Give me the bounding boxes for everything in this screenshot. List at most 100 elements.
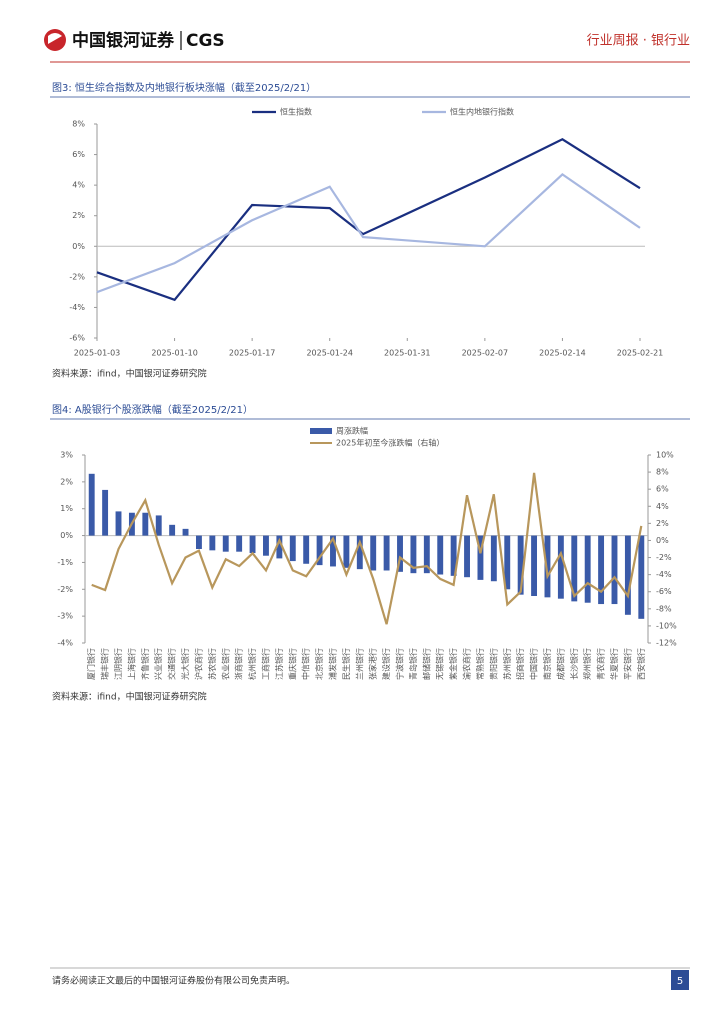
bar bbox=[169, 524, 176, 536]
x-tick-label: 无锡银行 bbox=[435, 648, 445, 680]
bar bbox=[236, 535, 243, 552]
x-tick-label: 2025-01-03 bbox=[74, 349, 121, 358]
y-tick-label: 2% bbox=[60, 477, 73, 486]
bar bbox=[624, 535, 631, 615]
x-tick-label: 2025-01-31 bbox=[384, 349, 431, 358]
x-tick-label: 青岛银行 bbox=[408, 648, 418, 680]
bar bbox=[249, 535, 256, 554]
y2-tick-label: -2% bbox=[656, 553, 672, 562]
y-tick-label: 0% bbox=[60, 531, 73, 540]
bar bbox=[638, 535, 645, 619]
x-tick-label: 2025-02-07 bbox=[462, 349, 509, 358]
y-tick-label: 1% bbox=[60, 504, 73, 513]
series-line bbox=[96, 138, 641, 302]
bar bbox=[343, 535, 350, 568]
x-tick-label: 工商银行 bbox=[260, 648, 270, 680]
logo-text: 中国银河证券 bbox=[72, 30, 175, 51]
y2-tick-label: 6% bbox=[656, 485, 669, 494]
bar bbox=[370, 535, 377, 571]
legend-label: 恒生指数 bbox=[280, 107, 312, 117]
logo-en: CGS bbox=[186, 31, 225, 51]
bar bbox=[303, 535, 310, 564]
bar bbox=[102, 489, 109, 536]
x-tick-label: 南京银行 bbox=[542, 648, 552, 680]
bar bbox=[611, 535, 618, 605]
x-tick-label: 光大银行 bbox=[180, 648, 190, 680]
bar bbox=[517, 535, 524, 595]
legend-label: 2025年初至今涨跌幅（右轴） bbox=[336, 438, 444, 448]
y-tick-label: -4% bbox=[69, 303, 85, 312]
bar bbox=[437, 535, 444, 575]
bar bbox=[330, 535, 336, 567]
x-tick-label: 青农商行 bbox=[596, 648, 606, 680]
x-tick-label: 浙商银行 bbox=[234, 648, 244, 680]
bar bbox=[423, 535, 430, 574]
y-tick-label: -2% bbox=[69, 272, 85, 281]
x-tick-label: 杭州银行 bbox=[247, 648, 257, 680]
bar bbox=[195, 535, 202, 549]
bar bbox=[209, 535, 216, 551]
x-tick-label: 2025-02-14 bbox=[539, 349, 586, 358]
bar bbox=[477, 535, 484, 580]
y-tick-label: 2% bbox=[72, 211, 85, 220]
y-tick-label: 3% bbox=[60, 451, 73, 460]
x-tick-label: 苏农银行 bbox=[207, 648, 217, 680]
x-tick-label: 邮储银行 bbox=[421, 648, 431, 680]
x-tick-label: 江苏银行 bbox=[274, 648, 284, 680]
figure-source: 资料来源：ifind，中国银河证券研究院 bbox=[52, 691, 207, 703]
bar bbox=[276, 535, 283, 559]
y2-tick-label: -10% bbox=[656, 621, 677, 630]
footer-disclaimer: 请务必阅读正文最后的中国银河证券股份有限公司免责声明。 bbox=[52, 975, 295, 987]
x-tick-label: 江阴银行 bbox=[113, 648, 123, 680]
x-tick-label: 北京银行 bbox=[314, 648, 324, 680]
y2-tick-label: 10% bbox=[656, 451, 674, 460]
y2-tick-label: -6% bbox=[656, 587, 672, 596]
x-tick-label: 中国银行 bbox=[529, 648, 539, 680]
x-tick-label: 2025-01-24 bbox=[306, 349, 353, 358]
figure-caption: 图4: A股银行个股涨跌幅（截至2025/2/21） bbox=[52, 403, 253, 416]
bar bbox=[397, 535, 403, 572]
legend-swatch bbox=[310, 428, 332, 434]
x-tick-label: 西安银行 bbox=[636, 648, 646, 680]
bar bbox=[316, 535, 323, 566]
bar bbox=[598, 535, 605, 605]
x-tick-label: 齐鲁银行 bbox=[140, 648, 150, 680]
x-tick-label: 招商银行 bbox=[515, 648, 525, 680]
x-tick-label: 民生银行 bbox=[341, 648, 351, 680]
y-tick-label: 8% bbox=[72, 120, 85, 129]
y2-tick-label: -4% bbox=[656, 570, 672, 579]
y2-tick-label: 2% bbox=[656, 519, 669, 528]
page-badge bbox=[671, 970, 689, 990]
bar bbox=[584, 535, 591, 603]
x-tick-label: 兰州银行 bbox=[354, 648, 364, 680]
x-tick-label: 浦发银行 bbox=[327, 648, 337, 680]
legend-label: 恒生内地银行指数 bbox=[450, 107, 514, 117]
x-tick-label: 2025-01-10 bbox=[151, 349, 198, 358]
bar bbox=[571, 535, 578, 602]
x-tick-label: 农业银行 bbox=[220, 648, 230, 680]
page-number: 5 bbox=[677, 976, 683, 987]
x-tick-label: 渝农商行 bbox=[462, 648, 472, 680]
y-tick-label: -3% bbox=[57, 612, 73, 621]
x-tick-label: 兴业银行 bbox=[153, 648, 163, 680]
bar bbox=[222, 535, 229, 552]
bar bbox=[490, 535, 497, 582]
y-tick-label: -4% bbox=[57, 639, 73, 648]
figure-source: 资料来源：ifind，中国银河证券研究院 bbox=[52, 368, 207, 380]
y2-tick-label: 8% bbox=[656, 468, 669, 477]
y-tick-label: -2% bbox=[57, 585, 73, 594]
x-tick-label: 上海银行 bbox=[126, 648, 136, 680]
y-tick-label: 4% bbox=[72, 181, 85, 190]
bar bbox=[557, 535, 564, 599]
series-line bbox=[96, 172, 641, 294]
y2-tick-label: -8% bbox=[656, 604, 672, 613]
y-tick-label: -1% bbox=[57, 558, 73, 567]
bar bbox=[504, 535, 511, 590]
y2-tick-label: 4% bbox=[656, 502, 669, 511]
x-tick-label: 沪农商行 bbox=[193, 648, 203, 680]
bar bbox=[88, 473, 95, 536]
x-tick-label: 平安银行 bbox=[622, 648, 632, 680]
y-tick-label: -6% bbox=[69, 334, 85, 343]
